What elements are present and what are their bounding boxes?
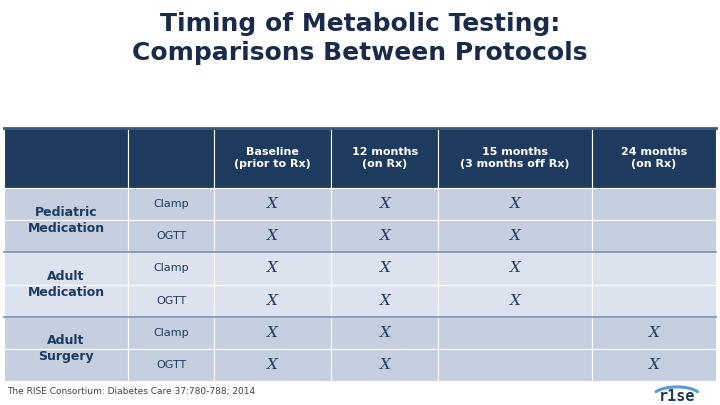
Text: X: X — [379, 262, 390, 275]
Text: X: X — [267, 229, 278, 243]
Text: X: X — [379, 229, 390, 243]
Text: Pediatric
Medication: Pediatric Medication — [27, 206, 104, 234]
Text: X: X — [267, 294, 278, 307]
Text: OGTT: OGTT — [156, 296, 186, 305]
Text: X: X — [510, 262, 521, 275]
Text: Timing of Metabolic Testing:
Comparisons Between Protocols: Timing of Metabolic Testing: Comparisons… — [132, 12, 588, 65]
Text: X: X — [267, 326, 278, 340]
Text: The RISE Consortium: Diabetes Care 37:780-788; 2014: The RISE Consortium: Diabetes Care 37:78… — [7, 387, 256, 396]
Text: X: X — [510, 229, 521, 243]
Text: X: X — [379, 197, 390, 211]
Text: Adult
Surgery: Adult Surgery — [38, 335, 94, 363]
Text: X: X — [267, 197, 278, 211]
Text: X: X — [379, 326, 390, 340]
Text: X: X — [510, 197, 521, 211]
Text: X: X — [379, 358, 390, 372]
Text: 15 months
(3 months off Rx): 15 months (3 months off Rx) — [460, 147, 570, 168]
Text: X: X — [267, 358, 278, 372]
Text: OGTT: OGTT — [156, 231, 186, 241]
Text: r1se: r1se — [659, 389, 695, 404]
Text: 12 months
(on Rx): 12 months (on Rx) — [352, 147, 418, 168]
Text: X: X — [267, 262, 278, 275]
Text: X: X — [510, 294, 521, 307]
Text: X: X — [379, 294, 390, 307]
Text: Clamp: Clamp — [153, 328, 189, 338]
Text: 24 months
(on Rx): 24 months (on Rx) — [621, 147, 687, 168]
Text: Clamp: Clamp — [153, 199, 189, 209]
Text: Adult
Medication: Adult Medication — [27, 270, 104, 299]
Text: OGTT: OGTT — [156, 360, 186, 370]
Text: X: X — [649, 358, 660, 372]
Text: X: X — [649, 326, 660, 340]
Text: Clamp: Clamp — [153, 264, 189, 273]
Text: Baseline
(prior to Rx): Baseline (prior to Rx) — [234, 147, 311, 168]
